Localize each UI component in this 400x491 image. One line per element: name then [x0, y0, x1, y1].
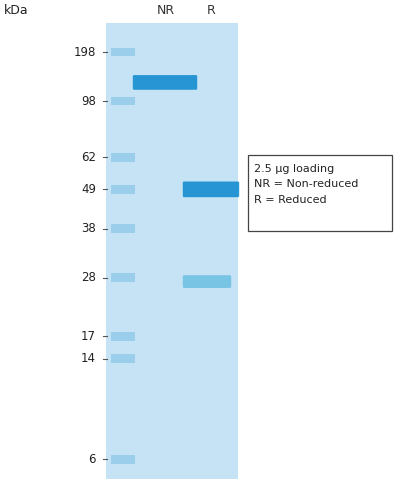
Bar	[111, 48, 135, 56]
FancyBboxPatch shape	[183, 182, 239, 197]
Text: R: R	[207, 4, 216, 17]
Bar	[111, 332, 135, 341]
Text: 6: 6	[88, 453, 96, 465]
Text: 49: 49	[81, 183, 96, 196]
Text: 17: 17	[81, 330, 96, 343]
FancyBboxPatch shape	[183, 275, 231, 288]
Text: 98: 98	[81, 95, 96, 108]
Text: 28: 28	[81, 271, 96, 284]
Text: 38: 38	[81, 222, 96, 235]
FancyBboxPatch shape	[133, 75, 197, 90]
Text: 62: 62	[81, 151, 96, 164]
Bar	[111, 97, 135, 106]
Bar	[111, 273, 135, 282]
Bar	[111, 455, 135, 464]
Bar	[111, 185, 135, 194]
Text: 2.5 μg loading
NR = Non-reduced
R = Reduced: 2.5 μg loading NR = Non-reduced R = Redu…	[254, 164, 358, 205]
Bar	[106, 23, 238, 479]
Text: 198: 198	[74, 46, 96, 58]
Bar	[111, 354, 135, 363]
Text: NR: NR	[157, 4, 175, 17]
Bar	[111, 153, 135, 162]
Bar	[248, 155, 392, 231]
Text: kDa: kDa	[4, 4, 29, 17]
Text: 14: 14	[81, 352, 96, 365]
Bar	[111, 224, 135, 233]
